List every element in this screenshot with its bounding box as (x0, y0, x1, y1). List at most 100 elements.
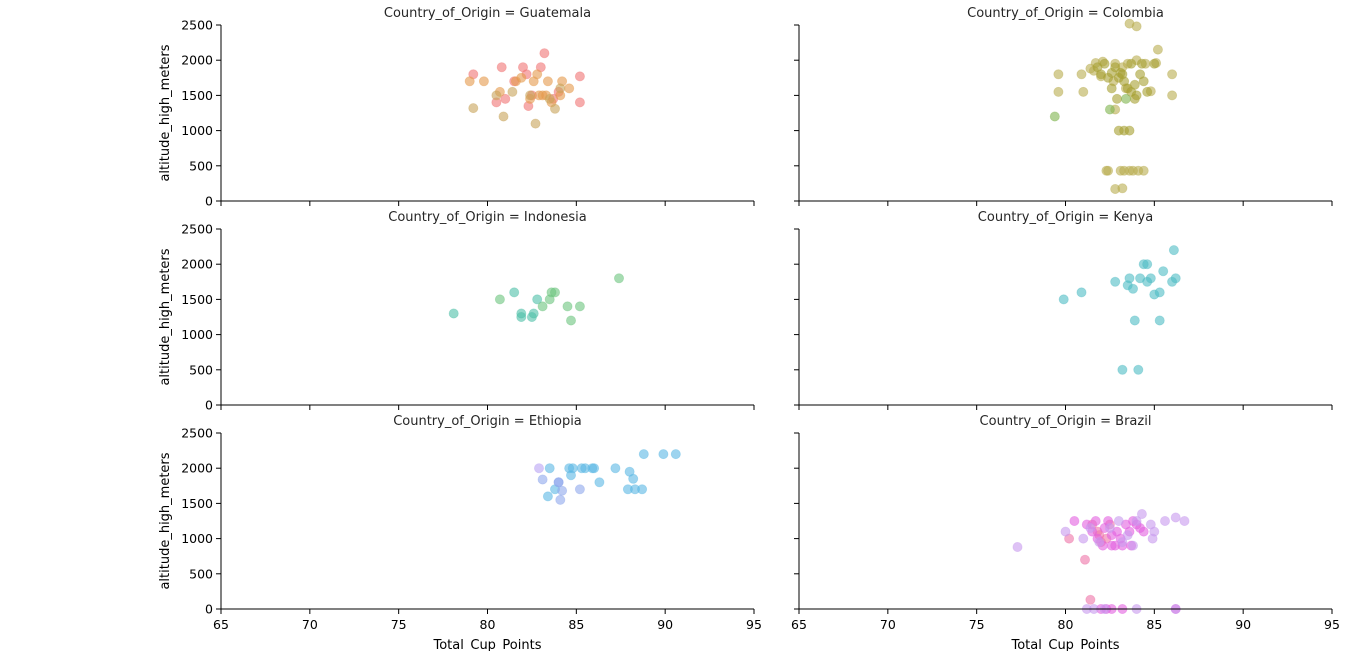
scatter-point (516, 311, 527, 322)
scatter-point (1110, 276, 1121, 287)
scatter-point (532, 294, 543, 305)
x-tick-label: 65 (213, 617, 229, 632)
x-axis-label: Total_Cup_Points (433, 638, 542, 651)
y-tick-label: 0 (205, 398, 213, 413)
scatter-point (622, 484, 633, 495)
y-axis-label: altitude_high_meters (158, 248, 173, 385)
scatter-point (1106, 83, 1117, 94)
scatter-point (1129, 93, 1140, 104)
scatter-point (1131, 516, 1142, 527)
y-axis-label: altitude_high_meters (158, 452, 173, 589)
scatter-point (1179, 516, 1190, 527)
scatter-point (1128, 283, 1139, 294)
scatter-point (1049, 111, 1060, 122)
y-tick-label: 1500 (181, 496, 213, 511)
scatter-point (576, 463, 587, 474)
y-tick-label: 1500 (181, 88, 213, 103)
y-tick-label: 0 (205, 602, 213, 617)
scatter-point (1167, 90, 1178, 101)
scatter-point (542, 76, 553, 87)
scatter-point (532, 69, 543, 80)
x-tick-label: 90 (1235, 617, 1251, 632)
scatter-point (574, 484, 585, 495)
scatter-point (1160, 516, 1171, 527)
x-tick-label: 70 (880, 617, 896, 632)
scatter-point (539, 48, 550, 59)
facet-panel: Country_of_Origin = Guatemala 0 500 1000 150… (158, 6, 755, 209)
scatter-point (1112, 93, 1123, 104)
x-tick-label: 80 (1058, 617, 1074, 632)
x-tick-label: 85 (1146, 617, 1162, 632)
x-tick-label: 75 (969, 617, 985, 632)
scatter-point (516, 72, 527, 83)
scatter-point (1142, 259, 1153, 270)
scatter-point (1076, 69, 1087, 80)
scatter-point (1080, 554, 1091, 565)
y-tick-label: 1500 (181, 292, 213, 307)
scatter-point (1110, 62, 1121, 73)
scatter-point (1122, 530, 1133, 541)
scatter-point (1104, 523, 1115, 534)
scatter-point (1053, 69, 1064, 80)
scatter-point (637, 484, 648, 495)
scatter-point (1145, 273, 1156, 284)
x-tick-label: 95 (746, 617, 762, 632)
scatter-point (448, 308, 459, 319)
scatter-point (509, 287, 520, 298)
scatter-point (1117, 183, 1128, 194)
scatter-point (638, 449, 649, 460)
scatter-point (1129, 79, 1140, 90)
scatter-point (1170, 273, 1181, 284)
scatter-point (1076, 287, 1087, 298)
y-axis-label: altitude_high_meters (158, 44, 173, 181)
scatter-point (537, 301, 548, 312)
y-tick-label: 2500 (181, 18, 213, 33)
scatter-point (494, 294, 505, 305)
scatter-point (658, 449, 669, 460)
scatter-point (550, 103, 561, 114)
scatter-point (1142, 86, 1153, 97)
x-tick-label: 70 (302, 617, 318, 632)
scatter-point (1060, 526, 1071, 537)
facet-panel: Country_of_Origin = Brazil 65 70 75 80 85 90 95… (791, 414, 1340, 653)
scatter-point (1129, 315, 1140, 326)
scatter-point (1138, 165, 1149, 176)
facet-title: Country_of_Origin = Ethiopia (393, 414, 582, 429)
y-tick-label: 0 (205, 194, 213, 209)
scatter-point (1167, 69, 1178, 80)
scatter-point (1152, 44, 1163, 55)
scatter-point (528, 308, 539, 319)
scatter-point (1138, 526, 1149, 537)
scatter-point (574, 301, 585, 312)
scatter-point (1124, 125, 1135, 136)
scatter-point (1136, 58, 1147, 69)
facet-title: Country_of_Origin = Kenya (978, 210, 1153, 225)
scatter-point (1103, 165, 1114, 176)
x-tick-label: 75 (391, 617, 407, 632)
facet-panel: Country_of_Origin = Kenya (794, 210, 1333, 410)
y-tick-label: 500 (189, 158, 213, 173)
y-tick-label: 1000 (181, 123, 213, 138)
scatter-point (1120, 93, 1131, 104)
scatter-point (1154, 287, 1165, 298)
scatter-point (534, 463, 545, 474)
scatter-point (1069, 516, 1080, 527)
y-tick-label: 2000 (181, 461, 213, 476)
x-tick-label: 90 (657, 617, 673, 632)
scatter-point (574, 71, 585, 82)
y-tick-label: 500 (189, 566, 213, 581)
x-tick-label: 85 (568, 617, 584, 632)
scatter-point (1133, 364, 1144, 375)
scatter-point (496, 62, 507, 73)
scatter-point (464, 76, 475, 87)
scatter-point (555, 494, 566, 505)
scatter-point (468, 103, 479, 114)
facet-title: Country_of_Origin = Colombia (967, 6, 1164, 21)
scatter-point (1085, 523, 1096, 534)
scatter-point (557, 485, 568, 496)
scatter-point (555, 83, 566, 94)
scatter-point (1117, 69, 1128, 80)
scatter-point (614, 273, 625, 284)
scatter-point (553, 477, 564, 488)
